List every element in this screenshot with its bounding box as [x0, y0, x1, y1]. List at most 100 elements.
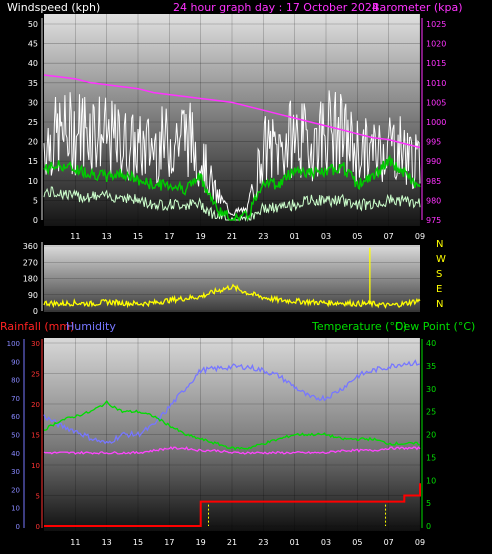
humidity-tick-label: 40	[11, 450, 20, 458]
humidity-tick-label: 100	[7, 340, 20, 348]
windspeed-tick-label: 50	[28, 20, 38, 29]
dewpoint-line	[43, 446, 421, 455]
temperature-panel-x-axis: 11 13 15 17 19 21 23 01 03 05 07 09	[70, 538, 425, 547]
humidity-tick-label: 80	[11, 377, 20, 385]
temperature-panel-grid	[44, 338, 421, 531]
time-tick-label: 03	[321, 232, 331, 241]
direction-tick-label: 270	[23, 258, 38, 267]
temperature-tick-label: 25	[426, 408, 436, 417]
time-tick-label: 17	[164, 538, 174, 547]
windspeed-tick-label: 0	[33, 216, 38, 225]
time-tick-label: 17	[164, 232, 174, 241]
time-tick-label: 03	[321, 538, 331, 547]
direction-panel-grid	[44, 245, 420, 312]
chart-title: 24 hour graph day : 17 October 2024	[173, 1, 379, 14]
windspeed-tick-label: 45	[28, 40, 38, 49]
time-tick-label: 09	[415, 538, 425, 547]
direction-axis-left: 0 90 180 270 360	[23, 242, 43, 316]
windspeed-tick-label: 20	[28, 138, 38, 147]
time-tick-label: 15	[133, 538, 143, 547]
temperature-tick-label: 15	[426, 453, 436, 462]
barometer-tick-label: 990	[426, 157, 441, 166]
time-tick-label: 05	[352, 538, 362, 547]
humidity-rainfall-axes: 0 10 20 30 40 50 60 70 80 90 100 0 5 10 15 20 25 30	[7, 339, 43, 531]
wind-axis-left: 0 5 10 15 20 25 30 35 40 45 50	[28, 18, 43, 225]
time-tick-label: 09	[415, 232, 425, 241]
time-tick-label: 15	[133, 232, 143, 241]
windspeed-tick-label: 15	[28, 157, 38, 166]
time-tick-label: 23	[258, 232, 268, 241]
barometer-tick-label: 995	[426, 138, 441, 147]
temperature-tick-label: 35	[426, 362, 436, 371]
temperature-tick-label: 40	[426, 339, 436, 348]
rainfall-tick-label: 0	[36, 523, 40, 531]
time-tick-label: 13	[102, 232, 112, 241]
temperature-tick-label: 20	[426, 431, 436, 440]
compass-label-n: N	[436, 299, 443, 310]
compass-label-s: S	[436, 269, 442, 280]
humidity-tick-label: 0	[16, 523, 20, 531]
barometer-tick-label: 1025	[426, 20, 446, 29]
windspeed-tick-label: 10	[28, 177, 38, 186]
compass-label-e: E	[436, 284, 442, 295]
time-tick-label: 07	[384, 232, 394, 241]
rainfall-tick-label: 10	[31, 462, 40, 470]
temperature-panel-series	[43, 359, 421, 527]
humidity-tick-label: 20	[11, 486, 20, 494]
barometer-tick-label: 985	[426, 177, 441, 186]
barometer-tick-label: 1015	[426, 59, 446, 68]
direction-tick-label: 90	[28, 291, 38, 300]
wind-panel-x-axis: 11 13 15 17 19 21 23 01 03 05 07 09	[70, 232, 425, 241]
barometer-tick-label: 1005	[426, 98, 446, 107]
time-tick-label: 11	[70, 538, 80, 547]
humidity-tick-label: 60	[11, 413, 20, 421]
direction-panel-series	[43, 247, 421, 309]
humidity-tick-label: 50	[11, 432, 20, 440]
windspeed-line	[43, 90, 421, 217]
barometer-line	[43, 74, 421, 149]
windspeed-tick-label: 5	[33, 196, 38, 205]
barometer-tick-label: 980	[426, 196, 441, 205]
humidity-tick-label: 30	[11, 468, 20, 476]
wind-average-line	[43, 154, 421, 222]
time-tick-label: 21	[227, 232, 237, 241]
temperature-tick-label: 5	[426, 499, 431, 508]
windspeed-tick-label: 30	[28, 98, 38, 107]
time-tick-label: 19	[196, 538, 206, 547]
rainfall-tick-label: 20	[31, 401, 40, 409]
windspeed-tick-label: 40	[28, 59, 38, 68]
barometer-tick-label: 1010	[426, 79, 446, 88]
barometer-tick-label: 1020	[426, 40, 446, 49]
time-tick-label: 05	[352, 232, 362, 241]
rainfall-tick-label: 25	[31, 371, 40, 379]
windspeed-axis-label: Windspeed (kph)	[7, 1, 100, 14]
dewpoint-axis-label: Dew Point (°C)	[395, 320, 475, 333]
humidity-tick-label: 10	[11, 505, 20, 513]
direction-tick-label: 360	[23, 242, 38, 251]
time-tick-label: 23	[258, 538, 268, 547]
rainfall-tick-label: 5	[36, 493, 40, 501]
wind-panel-series	[43, 74, 421, 222]
direction-tick-label: 180	[23, 275, 38, 284]
rainfall-tick-label: 30	[31, 340, 40, 348]
barometer-tick-label: 1000	[426, 118, 446, 127]
barometer-tick-label: 975	[426, 216, 441, 225]
temperature-tick-label: 0	[426, 522, 431, 531]
direction-tick-label: 0	[33, 307, 38, 316]
compass-label-n: N	[436, 239, 443, 250]
humidity-axis-label: Humidity	[66, 320, 116, 333]
time-tick-label: 21	[227, 538, 237, 547]
temperature-axis-label: Temperature (°C)	[311, 320, 407, 333]
temperature-tick-label: 10	[426, 476, 436, 485]
rainfall-line	[44, 483, 421, 527]
temperature-axis-right: 0 5 10 15 20 25 30 35 40	[421, 339, 436, 531]
time-tick-label: 01	[290, 232, 300, 241]
rainfall-axis-label: Rainfall (mm)	[0, 320, 74, 333]
temperature-panel-background	[44, 338, 420, 531]
temperature-line	[43, 400, 421, 451]
windspeed-tick-label: 25	[28, 118, 38, 127]
barometer-axis-label: Barometer (kpa)	[372, 1, 463, 14]
wind-low-line	[43, 186, 421, 222]
humidity-line	[43, 359, 421, 445]
